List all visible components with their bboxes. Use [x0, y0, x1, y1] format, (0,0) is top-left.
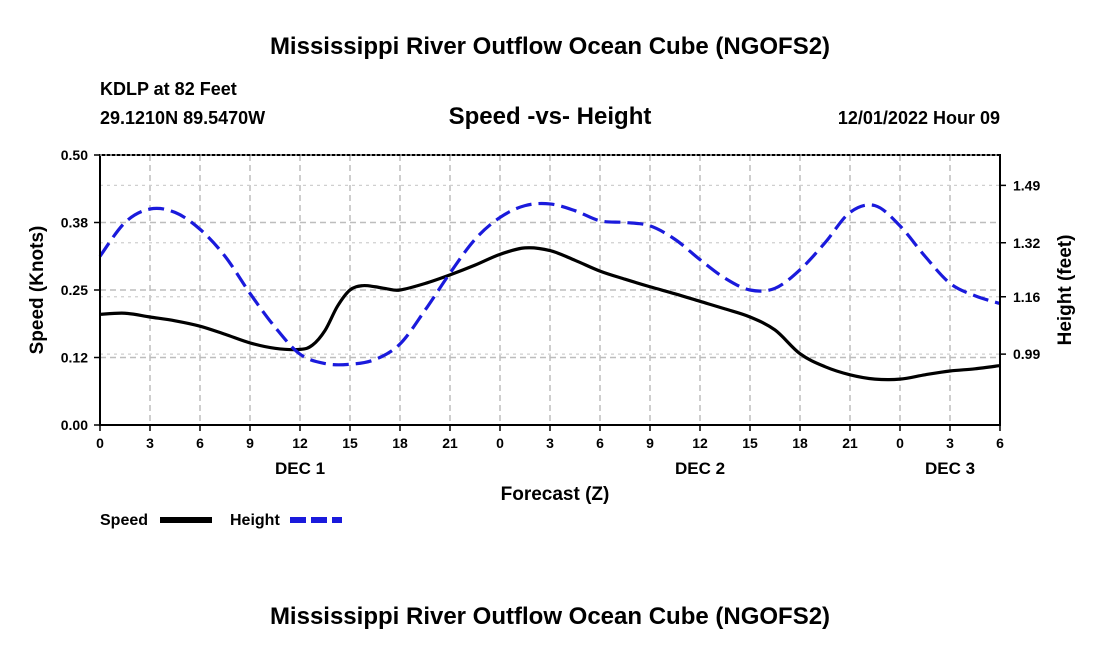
x-tick-label: 0: [896, 435, 904, 451]
grid: [100, 155, 1000, 425]
series-lines: [98, 201, 1001, 382]
y-right-tick-label: 1.16: [1013, 289, 1040, 305]
x-axis-label: Forecast (Z): [501, 484, 610, 505]
y-left-tick-label: 0.50: [61, 147, 88, 163]
footer-title: Mississippi River Outflow Ocean Cube (NG…: [270, 603, 830, 630]
datetime-label: 12/01/2022 Hour 09: [838, 108, 1000, 128]
x-tick-label: 0: [96, 435, 104, 451]
chart-subtitle: Speed -vs- Height: [449, 103, 652, 130]
x-tick-label: 15: [342, 435, 358, 451]
x-tick-label: 12: [292, 435, 308, 451]
series-line-speed: [99, 246, 1001, 382]
y-axis-right-label: Height (feet): [1055, 235, 1076, 346]
x-tick-label: 18: [792, 435, 808, 451]
day-label: DEC 1: [275, 459, 325, 478]
y-right-tick-label: 1.32: [1013, 235, 1040, 251]
x-tick-label: 6: [596, 435, 604, 451]
x-tick-label: 6: [996, 435, 1004, 451]
day-label: DEC 2: [675, 459, 725, 478]
legend-speed-label: Speed: [100, 512, 148, 529]
y-right-tick-label: 0.99: [1013, 346, 1040, 362]
y-left-tick-label: 0.12: [61, 350, 88, 366]
y-axis-left-label: Speed (Knots): [27, 226, 48, 355]
y-left-tick-label: 0.38: [61, 215, 88, 231]
axes: 0 3 6 9 12 15 18 21 0 3 6 9 12 15 18 21 0 3 6 0.00 0.12 0.25 0…: [61, 147, 1041, 478]
x-tick-label: 6: [196, 435, 204, 451]
series-line-height: [98, 201, 1001, 367]
day-label: DEC 3: [925, 459, 975, 478]
x-tick-label: 9: [246, 435, 254, 451]
x-tick-label: 3: [946, 435, 954, 451]
x-tick-label: 21: [442, 435, 458, 451]
x-tick-label: 15: [742, 435, 758, 451]
y-left-tick-label: 0.25: [61, 282, 88, 298]
x-tick-label: 21: [842, 435, 858, 451]
x-tick-label: 3: [546, 435, 554, 451]
y-left-tick-label: 0.00: [61, 417, 88, 433]
location-label: 29.1210N 89.5470W: [100, 108, 265, 128]
x-tick-label: 3: [146, 435, 154, 451]
y-right-tick-label: 1.49: [1013, 177, 1040, 193]
x-tick-label: 18: [392, 435, 408, 451]
chart-title: Mississippi River Outflow Ocean Cube (NG…: [270, 33, 830, 60]
legend-height-label: Height: [230, 512, 280, 529]
x-tick-label: 12: [692, 435, 708, 451]
x-tick-label: 9: [646, 435, 654, 451]
legend: Speed Height: [100, 512, 342, 529]
x-tick-label: 0: [496, 435, 504, 451]
station-label: KDLP at 82 Feet: [100, 79, 237, 99]
